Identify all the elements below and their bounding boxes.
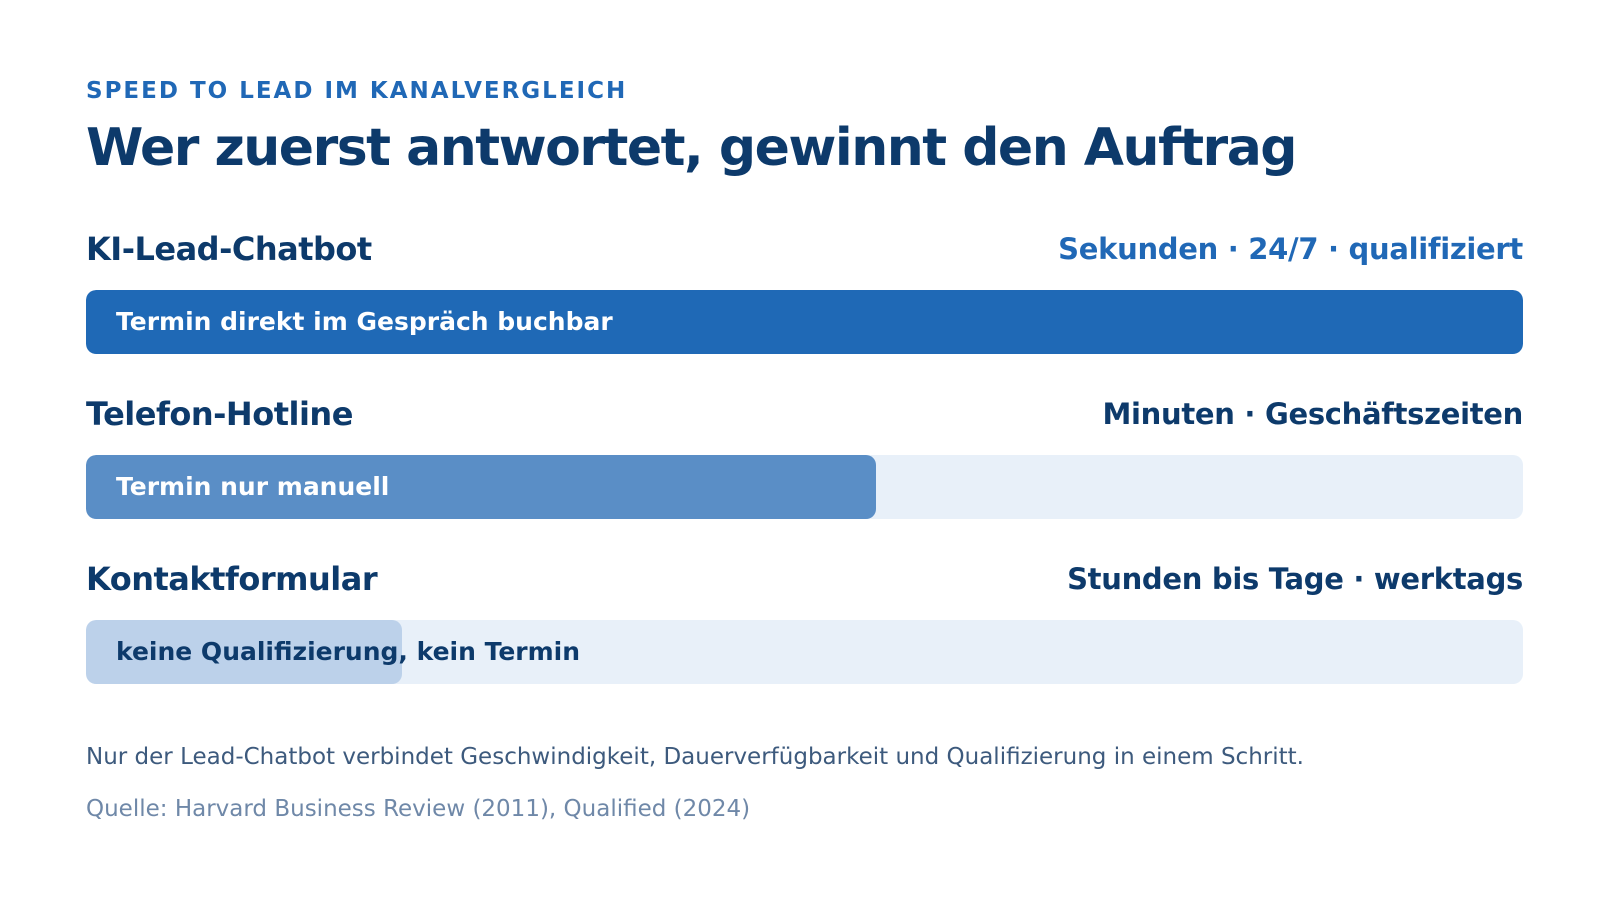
- bar-fill: [86, 620, 402, 684]
- channel-name: Kontaktformular: [86, 560, 378, 598]
- bar-fill: [86, 290, 1523, 354]
- bar-label: Termin direkt im Gespräch buchbar: [116, 307, 613, 336]
- bar-track: Termin nur manuell: [86, 455, 1523, 519]
- bar-fill: [86, 455, 876, 519]
- footnote: Nur der Lead-Chatbot verbindet Geschwind…: [86, 744, 1304, 770]
- channel-row-chatbot: KI-Lead-Chatbot Sekunden · 24/7 · qualif…: [86, 230, 1523, 360]
- channel-name: KI-Lead-Chatbot: [86, 230, 372, 268]
- bar-label: keine Qualifizierung, kein Termin: [116, 637, 581, 666]
- bar-track: keine Qualifizierung, kein Termin: [86, 620, 1523, 684]
- channel-name: Telefon-Hotline: [86, 395, 353, 433]
- channel-meta: Sekunden · 24/7 · qualifiziert: [1058, 232, 1523, 266]
- slide: SPEED TO LEAD IM KANALVERGLEICH Wer zuer…: [86, 0, 1523, 900]
- channel-meta: Stunden bis Tage · werktags: [1067, 562, 1523, 596]
- source-citation: Quelle: Harvard Business Review (2011), …: [86, 796, 751, 822]
- channel-meta: Minuten · Geschäftszeiten: [1102, 397, 1523, 431]
- eyebrow-label: SPEED TO LEAD IM KANALVERGLEICH: [86, 78, 628, 104]
- bar-track: Termin direkt im Gespräch buchbar: [86, 290, 1523, 354]
- page-title: Wer zuerst antwortet, gewinnt den Auftra…: [86, 118, 1298, 178]
- channel-row-kontaktformular: Kontaktformular Stunden bis Tage · werkt…: [86, 560, 1523, 690]
- bar-label: Termin nur manuell: [116, 472, 390, 501]
- channel-row-hotline: Telefon-Hotline Minuten · Geschäftszeite…: [86, 395, 1523, 525]
